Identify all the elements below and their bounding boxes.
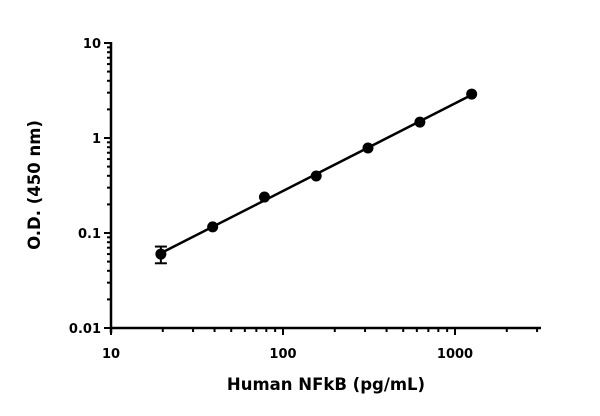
plot-area (154, 88, 478, 265)
data-point (362, 142, 374, 154)
data-point (466, 88, 478, 100)
y-tick-label: 0.1 (78, 227, 101, 242)
data-point (207, 221, 219, 233)
x-axis-title: Human NFkB (pg/mL) (227, 375, 425, 394)
x-tick-label: 100 (269, 347, 296, 362)
y-axis-title: O.D. (450 nm) (25, 120, 44, 250)
y-axis: 0.01 0.1 1 10 (69, 37, 113, 337)
y-tick-label: 0.01 (69, 322, 101, 337)
data-point (155, 248, 167, 260)
data-point (258, 191, 270, 203)
x-axis: 10 100 1000 (102, 326, 541, 362)
x-tick-label: 10 (102, 347, 120, 362)
x-tick-label: 1000 (437, 347, 473, 362)
y-tick-label: 10 (83, 37, 101, 52)
data-point (414, 116, 426, 128)
data-point (310, 170, 322, 182)
y-tick-label: 1 (92, 132, 101, 147)
